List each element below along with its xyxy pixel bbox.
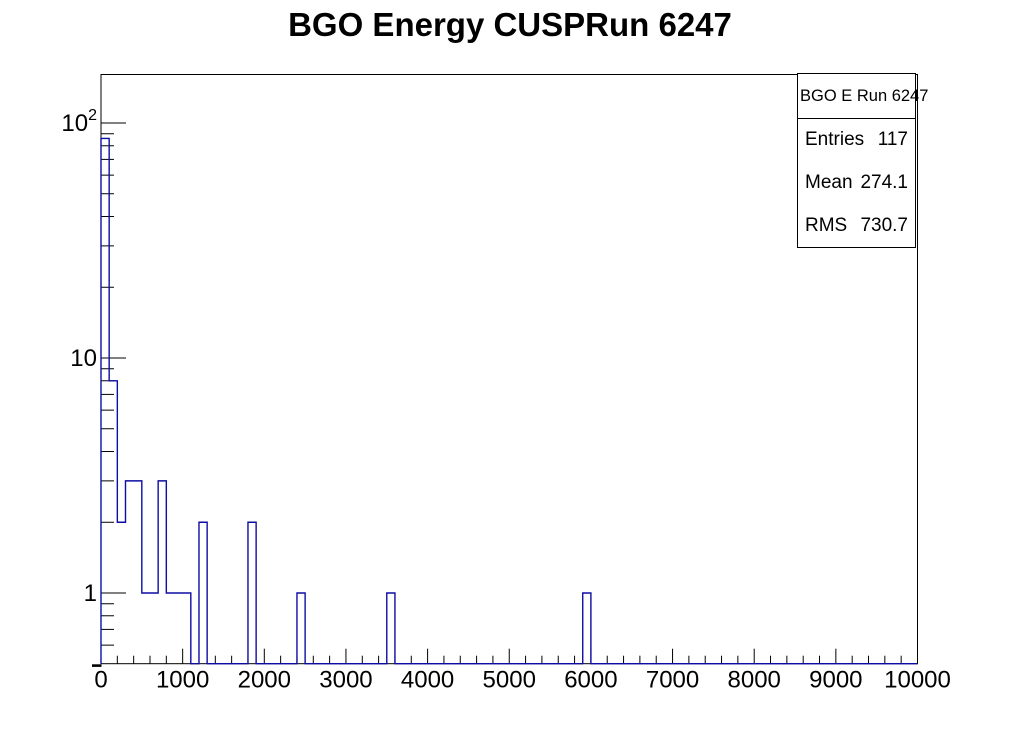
stats-label: RMS: [805, 214, 848, 236]
x-tick-label: 3000: [319, 667, 372, 694]
x-tick-label: 2000: [238, 667, 291, 694]
x-tick-label: 0: [94, 667, 107, 694]
stats-row-mean: Mean 274.1: [798, 162, 915, 205]
plot-frame: [100, 74, 918, 665]
stats-box-rows: Entries 117 Mean 274.1 RMS 730.7: [798, 119, 915, 247]
stats-box-header: BGO E Run 6247: [798, 74, 928, 119]
x-tick-label: 7000: [646, 667, 699, 694]
stats-value: 274.1: [860, 172, 908, 193]
stats-box: BGO E Run 6247 Entries 117 Mean 274.1 RM…: [797, 73, 928, 248]
stats-value: 730.7: [860, 214, 908, 236]
stats-row-entries: Entries 117: [798, 119, 915, 162]
x-tick-label: 8000: [728, 667, 781, 694]
x-tick-label: 10000: [884, 667, 951, 694]
x-tick-label: 5000: [483, 667, 536, 694]
chart-title: BGO Energy CUSPRun 6247: [288, 6, 732, 43]
x-tick-label: 6000: [564, 667, 617, 694]
stats-row-rms: RMS 730.7: [798, 204, 915, 247]
y-tick-label: 10: [70, 345, 97, 372]
x-tick-label: 9000: [809, 667, 862, 694]
x-tick-label: 4000: [401, 667, 454, 694]
stats-value: 117: [877, 129, 908, 151]
stats-label: Mean: [805, 172, 853, 193]
histogram-line: [100, 137, 918, 665]
x-tick-label: 1000: [156, 667, 209, 694]
axis-corner-mark: [92, 664, 102, 667]
y-tick-label: 1: [84, 580, 97, 607]
y-tick-label: 102: [61, 107, 97, 137]
stats-label: Entries: [805, 129, 865, 151]
